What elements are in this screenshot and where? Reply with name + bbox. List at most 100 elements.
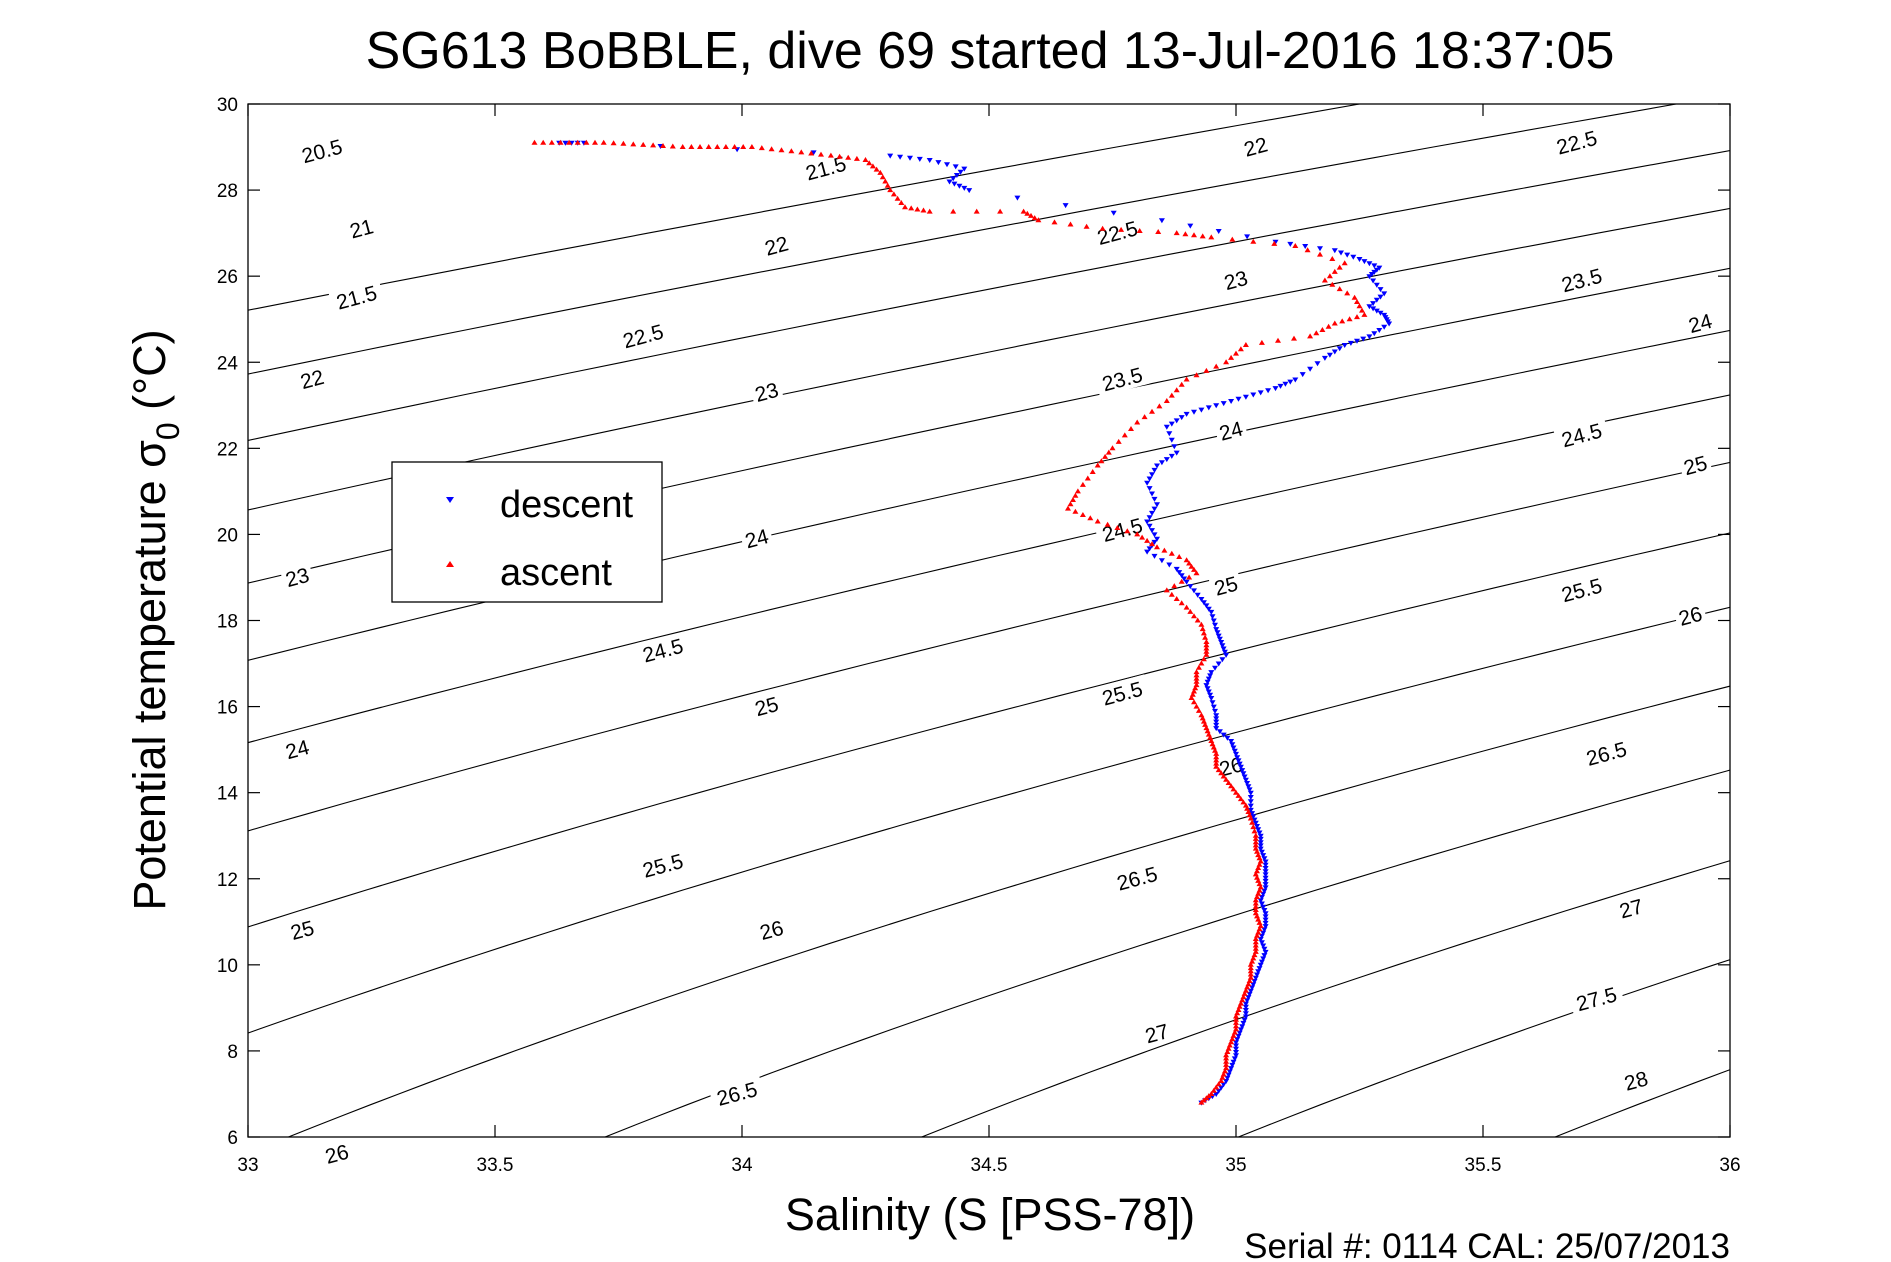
- ascent-point: [1124, 528, 1131, 534]
- ascent-point: [1186, 574, 1193, 580]
- descent-point: [1218, 640, 1225, 645]
- ascent-point: [1134, 419, 1141, 425]
- ascent-point: [1198, 621, 1205, 627]
- descent-point: [1242, 1004, 1249, 1010]
- density-contour-line: [248, 104, 1363, 311]
- descent-point: [1262, 859, 1269, 865]
- ascent-point: [1215, 767, 1222, 773]
- ascent-point: [1213, 363, 1220, 369]
- descent-point: [1151, 506, 1158, 512]
- descent-point: [1255, 969, 1262, 975]
- descent-point: [1240, 771, 1247, 777]
- ascent-point: [1235, 792, 1242, 798]
- descent-point: [1223, 652, 1230, 658]
- ascent-point: [1331, 320, 1338, 326]
- ascent-point: [1074, 488, 1081, 494]
- ascent-point: [1200, 718, 1207, 724]
- descent-point: [1247, 988, 1254, 994]
- ascent-point: [1173, 230, 1180, 236]
- descent-point: [1220, 401, 1227, 407]
- ascent-point: [1203, 648, 1210, 654]
- descent-point: [1215, 633, 1222, 639]
- density-contour-labels: 20.52121.5222324252621.52222.5232424.525…: [279, 123, 1718, 1169]
- ascent-point: [1183, 376, 1190, 382]
- ascent-point: [1193, 669, 1200, 675]
- descent-point: [1347, 340, 1354, 346]
- contour-label-bg: [708, 1074, 766, 1112]
- descent-point: [1377, 310, 1384, 316]
- descent-point: [1230, 745, 1237, 751]
- descent-point: [1230, 1059, 1237, 1065]
- ascent-point: [1329, 281, 1336, 287]
- contour-label-bg: [1208, 569, 1244, 601]
- ascent-point: [1252, 897, 1259, 903]
- descent-point: [1377, 294, 1384, 300]
- descent-point: [1317, 246, 1323, 252]
- descent-point: [1326, 352, 1333, 358]
- ascent-point: [1247, 965, 1254, 971]
- ascent-point: [1203, 367, 1210, 373]
- ascent-point: [902, 204, 908, 210]
- ascent-point: [620, 140, 627, 146]
- descent-point: [951, 181, 958, 187]
- descent-point: [1321, 355, 1328, 361]
- ascent-point: [1251, 952, 1258, 958]
- ascent-point: [920, 207, 927, 213]
- ascent-point: [1200, 656, 1207, 662]
- ascent-point: [1191, 613, 1197, 619]
- ascent-point: [1203, 642, 1210, 648]
- ascent-point: [600, 139, 607, 145]
- ascent-point: [574, 139, 581, 145]
- ascent-point: [1176, 554, 1183, 559]
- ascent-point: [808, 150, 815, 156]
- ascent-point: [890, 191, 897, 197]
- descent-point: [1233, 1053, 1239, 1059]
- descent-point: [1146, 546, 1153, 552]
- descent-point: [1110, 210, 1117, 216]
- descent-point: [1151, 539, 1158, 545]
- ascent-point: [1223, 1055, 1230, 1061]
- contour-label-bg: [1568, 979, 1625, 1017]
- y-tick-label: 16: [217, 698, 238, 719]
- descent-point: [1242, 394, 1249, 400]
- ascent-point: [1193, 678, 1200, 684]
- descent-point: [1265, 388, 1272, 394]
- contour-label-bg: [738, 522, 775, 554]
- descent-point: [1240, 1020, 1247, 1026]
- descent-point: [1338, 250, 1344, 256]
- descent-point: [1307, 366, 1314, 372]
- contour-label-bg: [328, 278, 385, 316]
- ascent-point: [818, 151, 824, 157]
- ascent-point: [1233, 1023, 1239, 1029]
- descent-point: [1215, 229, 1222, 234]
- ascent-point: [1237, 346, 1244, 352]
- descent-point: [562, 140, 569, 146]
- descent-point: [1262, 872, 1269, 878]
- descent-point: [1213, 627, 1220, 633]
- descent-point: [1228, 739, 1235, 744]
- descent-point: [1210, 618, 1217, 624]
- descent-point: [1262, 878, 1269, 884]
- ascent-point: [1203, 1095, 1210, 1101]
- contour-label: 22.5: [1095, 217, 1140, 250]
- contour-label-bg: [1548, 123, 1605, 161]
- descent-point: [1146, 476, 1153, 482]
- descent-point: [1213, 726, 1220, 732]
- ascent-point: [1213, 754, 1220, 760]
- descent-point: [944, 162, 950, 168]
- ascent-point: [1247, 961, 1254, 967]
- descent-point: [1336, 346, 1343, 352]
- ascent-point: [1223, 1065, 1230, 1071]
- y-axis-label-subscript: 0: [150, 422, 186, 440]
- descent-point: [1151, 553, 1158, 559]
- descent-point: [1249, 811, 1256, 817]
- descent-point: [1178, 415, 1185, 421]
- descent-point: [1166, 562, 1173, 568]
- y-tick-label: 18: [217, 612, 238, 633]
- ascent-point: [1354, 314, 1360, 320]
- ascent-point: [1351, 294, 1358, 300]
- descent-point: [1245, 995, 1252, 1001]
- ascent-point: [1228, 783, 1235, 789]
- descent-point: [1225, 1072, 1232, 1078]
- descent-point: [1254, 824, 1260, 829]
